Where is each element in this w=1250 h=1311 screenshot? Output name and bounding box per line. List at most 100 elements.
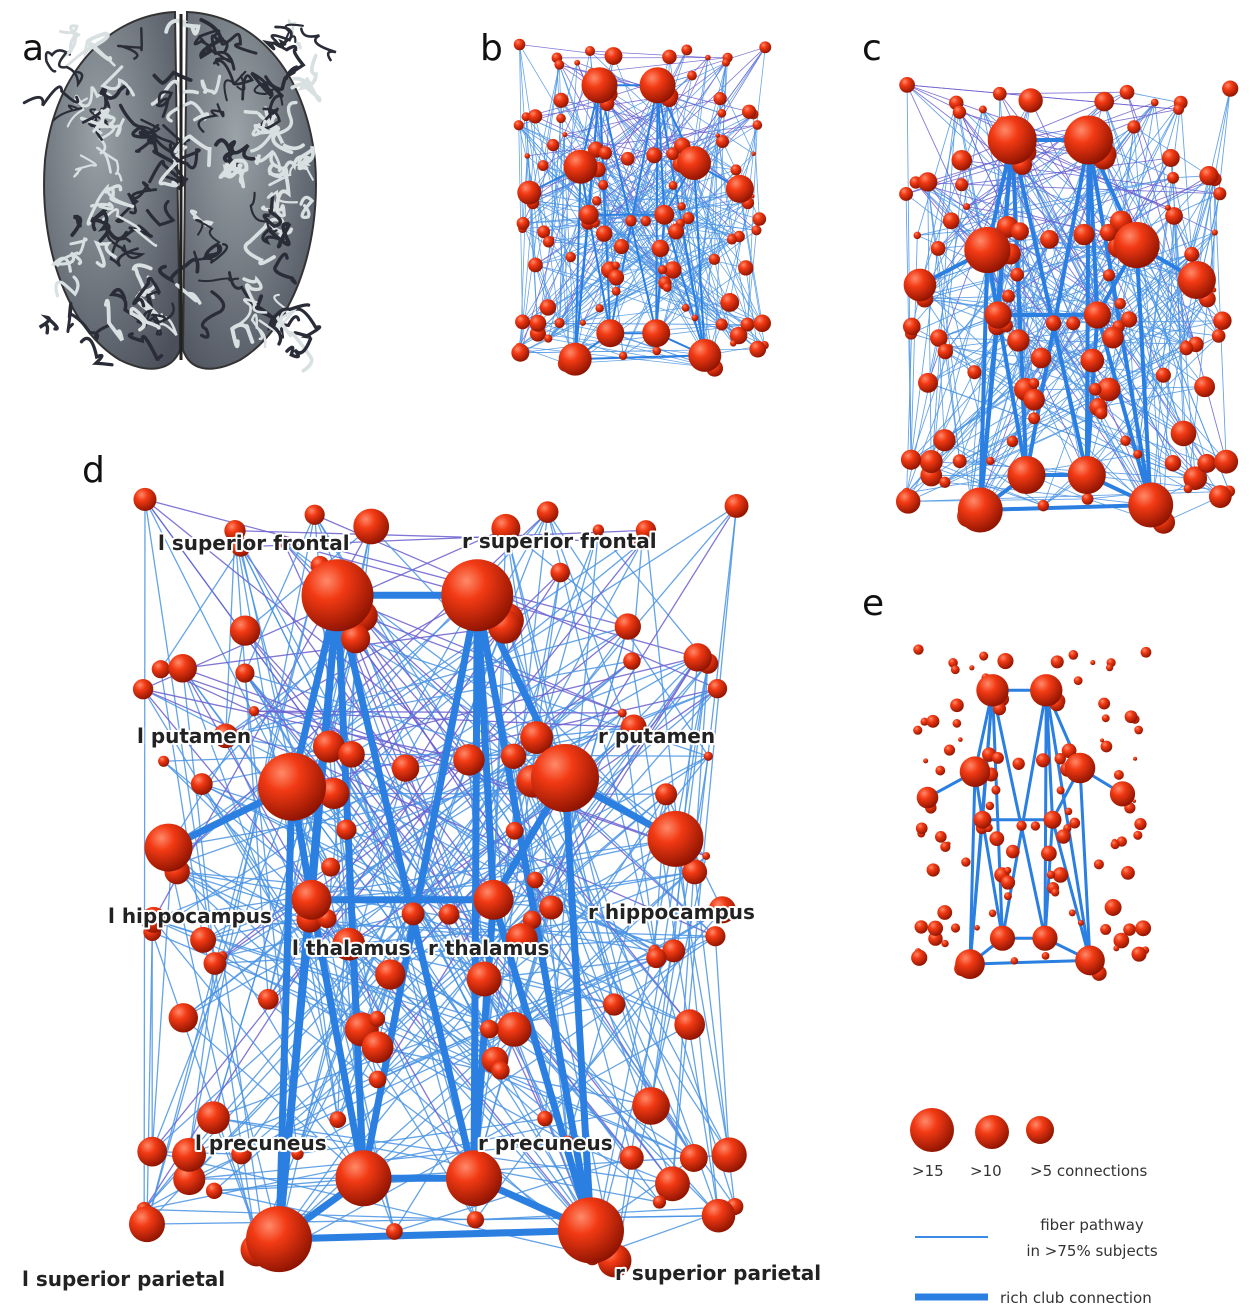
- node: [137, 1136, 168, 1167]
- gyrus: [243, 109, 281, 135]
- fiber-pathway: [924, 298, 975, 373]
- node: [496, 1011, 532, 1047]
- fiber-pathway: [949, 326, 1119, 348]
- node: [513, 38, 526, 51]
- rich-club-connection: [587, 213, 612, 335]
- hub-node: [1007, 455, 1046, 495]
- gyrus: [164, 18, 201, 36]
- fiber-pathway: [254, 710, 634, 729]
- rich-club-connection: [334, 591, 367, 1182]
- node: [988, 909, 997, 918]
- fiber-pathway: [473, 572, 561, 1179]
- legend-text: >10: [970, 1162, 1002, 1180]
- node: [911, 949, 928, 966]
- networks: [128, 38, 1239, 1278]
- node: [1100, 924, 1112, 935]
- panel-labels: a b c d e: [22, 28, 884, 624]
- fiber-pathway: [151, 931, 695, 1159]
- rich-club-connection: [663, 213, 706, 357]
- node: [278, 536, 290, 549]
- fiber-pathway: [1136, 244, 1208, 464]
- node: [539, 299, 557, 316]
- node: [213, 723, 239, 749]
- node: [691, 314, 699, 322]
- hub-node: [1030, 674, 1063, 707]
- fiber-pathway: [142, 688, 379, 1080]
- fiber-pathway: [144, 1105, 652, 1211]
- node: [913, 231, 922, 240]
- hub-node: [563, 149, 598, 184]
- fiber-pathway: [668, 98, 741, 190]
- node: [1135, 920, 1152, 937]
- fiber-pathway: [493, 871, 695, 901]
- node: [321, 857, 341, 877]
- node: [963, 203, 971, 211]
- fiber-pathway: [518, 125, 545, 232]
- fiber-pathway: [225, 625, 628, 737]
- gyrus: [267, 222, 292, 249]
- node: [401, 902, 425, 926]
- node: [1094, 91, 1115, 112]
- node: [742, 104, 757, 119]
- gyrus: [198, 35, 234, 67]
- hub-node: [987, 115, 1037, 165]
- fiber-pathway: [144, 499, 258, 1250]
- gyrus: [220, 32, 258, 55]
- node: [133, 487, 157, 511]
- node: [617, 708, 627, 718]
- fiber-pathway: [153, 838, 676, 921]
- hub-node: [1177, 260, 1216, 300]
- fiber-pathway: [225, 660, 633, 737]
- hub-node: [1113, 221, 1160, 269]
- fiber-pathway: [189, 1177, 364, 1180]
- fiber-pathway: [605, 62, 727, 154]
- gyrus: [262, 194, 283, 229]
- fiber-pathway: [278, 943, 350, 1240]
- fiber-pathway: [671, 663, 709, 1184]
- rich-club-connection: [1010, 138, 1089, 477]
- fiber-pathway: [580, 166, 760, 220]
- node: [683, 643, 712, 672]
- fiber-pathway: [672, 153, 723, 325]
- rich-club-connection: [1084, 313, 1100, 477]
- node: [1173, 103, 1185, 115]
- fiber-pathway: [309, 918, 616, 1261]
- legend-text: rich club connection: [1000, 1289, 1152, 1307]
- node: [618, 351, 628, 361]
- fiber-pathway: [234, 530, 643, 543]
- node: [943, 744, 956, 756]
- fiber-pathway: [1104, 154, 1220, 337]
- fiber-pathway: [959, 111, 1130, 320]
- node: [546, 138, 560, 152]
- node: [751, 225, 762, 236]
- fiber-pathway: [182, 626, 506, 669]
- node: [677, 202, 686, 211]
- node: [361, 1031, 394, 1064]
- hub-node: [596, 319, 625, 348]
- fiber-pathway: [714, 135, 719, 260]
- fiber-pathway: [558, 64, 562, 119]
- node: [1123, 923, 1136, 936]
- panel-label: a: [22, 28, 44, 69]
- gyrus: [265, 65, 299, 92]
- node: [948, 658, 958, 668]
- node: [592, 524, 605, 536]
- node: [1068, 650, 1079, 660]
- node: [666, 147, 679, 161]
- node: [708, 896, 736, 924]
- gyrus: [210, 34, 236, 71]
- node: [1073, 676, 1083, 686]
- hub-node: [973, 810, 992, 829]
- node: [1068, 909, 1076, 917]
- network: [911, 644, 1152, 981]
- gyrus: [197, 277, 240, 283]
- fiber-pathway: [944, 440, 1013, 483]
- network: [895, 77, 1239, 534]
- hub-node: [984, 301, 1012, 329]
- node: [1102, 269, 1116, 282]
- node: [140, 906, 167, 933]
- gyrus: [287, 19, 302, 50]
- hub-node: [581, 67, 618, 104]
- node: [708, 253, 720, 265]
